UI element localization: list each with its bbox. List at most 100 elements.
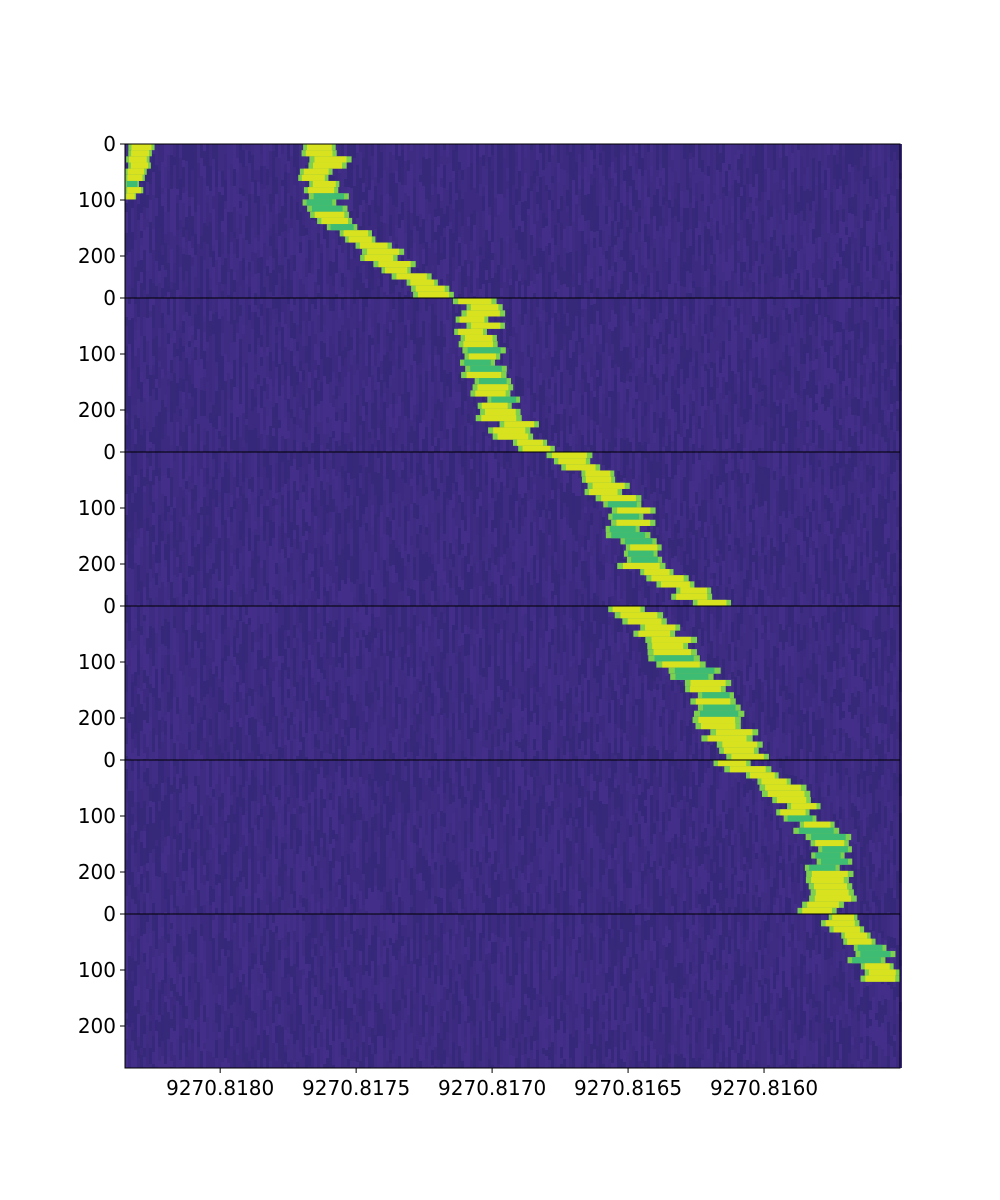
signal-cell-core: [776, 796, 807, 804]
signal-cell-core: [628, 550, 654, 557]
signal-cell-core: [493, 427, 526, 434]
signal-cell-core: [367, 248, 400, 255]
signal-cell-core: [126, 193, 135, 200]
signal-cell-core: [815, 840, 845, 847]
signal-cell-core: [522, 445, 551, 452]
signal-cell-core: [674, 667, 715, 674]
signal-cell-core: [825, 920, 855, 927]
panel-background: [125, 760, 902, 914]
signal-cell-core: [481, 402, 508, 409]
signal-cell-core: [552, 452, 587, 459]
signal-cell-core: [864, 963, 890, 970]
signal-cell-core: [623, 562, 660, 570]
signal-cell-core: [860, 950, 891, 958]
signal-cell-core: [815, 889, 849, 896]
x-tick-label: 9270.8160: [710, 1076, 818, 1100]
y-tick-label: 100: [78, 958, 116, 982]
signal-cell-core: [651, 575, 684, 582]
signal-cell-core: [780, 809, 806, 816]
signal-cell-core: [661, 581, 690, 588]
y-axis: 0 100 200 0 100 200 0 100 200 0 100 200 0 100 200 0 100 2…: [78, 132, 125, 1038]
signal-cell-core: [364, 254, 394, 262]
y-tick-label: 0: [103, 902, 116, 926]
signal-cell-core: [731, 753, 764, 760]
y-tick-label: 200: [78, 706, 116, 730]
signal-cell-core: [127, 187, 142, 194]
signal-cell-core: [868, 969, 896, 976]
signal-cell-core: [717, 760, 747, 767]
signal-cell-core: [847, 938, 872, 945]
y-tick-label: 0: [103, 440, 116, 464]
signal-cell-core: [592, 482, 625, 489]
signal-track: [125, 144, 155, 200]
signal-cell-core: [127, 168, 145, 175]
signal-cell-core: [458, 298, 492, 305]
signal-cell-core: [765, 784, 801, 791]
signal-cell-core: [481, 415, 517, 422]
y-tick-label: 200: [78, 244, 116, 268]
signal-cell-core: [458, 328, 484, 335]
signal-cell-core: [308, 187, 335, 194]
signal-cell-core: [620, 612, 658, 619]
signal-cell-core: [130, 162, 149, 169]
signal-cell-core: [811, 877, 844, 884]
x-tick-label: 9270.8165: [574, 1076, 682, 1100]
signal-cell-core: [126, 180, 138, 188]
signal-cell-core: [468, 353, 496, 360]
y-tick-label: 100: [78, 342, 116, 366]
signal-cell-core: [690, 679, 726, 687]
signal-cell-core: [410, 279, 435, 286]
signal-cell-core: [497, 433, 529, 440]
signal-cell-core: [802, 907, 832, 914]
signal-track: [713, 760, 857, 914]
signal-cell-core: [699, 710, 739, 717]
signal-track: [546, 452, 732, 606]
signal-cell-core: [470, 365, 502, 372]
signal-cell-core: [466, 310, 500, 317]
signal-cell-core: [131, 150, 150, 157]
signal-cell-core: [662, 661, 700, 668]
signal-cell-core: [306, 199, 333, 206]
signal-cell-core: [651, 636, 691, 643]
signal-cell-core: [697, 599, 727, 606]
signal-cell-core: [307, 144, 332, 151]
signal-cell-core: [321, 217, 348, 225]
signal-cell-core: [832, 914, 854, 921]
signal-cell-core: [305, 150, 333, 157]
y-tick-label: 200: [78, 552, 116, 576]
signal-cell-core: [653, 649, 692, 656]
signal-cell-core: [348, 236, 372, 243]
y-tick-label: 100: [78, 496, 116, 520]
signal-cell-core: [815, 852, 841, 859]
signal-cell-core: [809, 864, 836, 871]
y-tick-label: 0: [103, 132, 116, 156]
signal-cell-core: [396, 273, 427, 280]
x-tick-label: 9270.8170: [438, 1076, 546, 1100]
panel-background: [125, 606, 902, 760]
signal-cell-core: [702, 692, 730, 699]
signal-cell-core: [301, 174, 325, 181]
signal-cell-core: [303, 168, 329, 175]
signal-cell-core: [680, 587, 707, 594]
signal-cell-core: [384, 267, 408, 274]
signal-cell-core: [607, 501, 637, 508]
signal-cell-core: [652, 642, 684, 650]
y-tick-label: 200: [78, 398, 116, 422]
signal-cell-core: [814, 895, 852, 902]
signal-cell-core: [695, 698, 731, 705]
signal-cell-core: [791, 803, 817, 810]
y-tick-label: 0: [103, 748, 116, 772]
signal-cell-core: [417, 291, 449, 298]
signal-cell-core: [820, 858, 848, 865]
signal-cell-core: [761, 778, 787, 785]
signal-cell-core: [723, 747, 754, 754]
signal-cell-core: [311, 205, 343, 212]
y-tick-label: 200: [78, 860, 116, 884]
signal-cell-core: [703, 704, 736, 711]
x-axis: 9270.8180 9270.8175 9270.8170 9270.8165 9270…: [166, 1068, 818, 1100]
signal-cell-core: [491, 396, 517, 403]
signal-cell-core: [624, 538, 653, 545]
signal-cell-core: [630, 544, 658, 551]
y-tick-label: 100: [78, 804, 116, 828]
